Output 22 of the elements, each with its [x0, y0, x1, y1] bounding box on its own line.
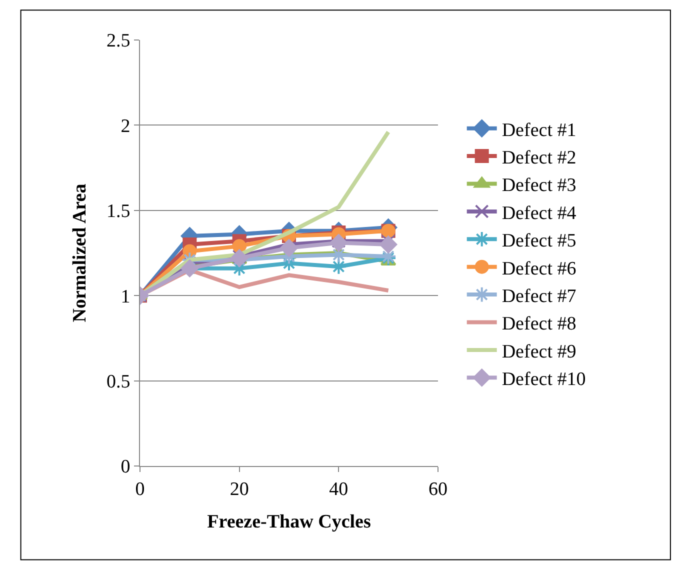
- y-tick-label: 2.5: [106, 30, 130, 52]
- y-tick-label: 1: [120, 286, 130, 308]
- x-tick-label: 0: [135, 478, 145, 500]
- y-tick-label: 1.5: [106, 201, 130, 222]
- x-tick-label: 40: [329, 478, 348, 500]
- x-tick-label: 20: [230, 478, 249, 500]
- legend-label: Defect #4: [502, 202, 577, 224]
- y-tick-label: 2: [120, 116, 130, 137]
- x-tick-label: 60: [428, 478, 448, 500]
- legend-label: Defect #9: [502, 341, 576, 362]
- legend-label: Defect #3: [502, 175, 576, 196]
- x-axis-title: Freeze-Thaw Cycles: [207, 512, 371, 533]
- y-axis-title: Normalized Area: [69, 183, 90, 322]
- legend-label: Defect #7: [502, 286, 576, 307]
- y-tick-label: 0.5: [106, 371, 130, 392]
- legend-label: Defect #10: [502, 369, 586, 390]
- legend-label: Defect #6: [502, 258, 576, 280]
- legend-label: Defect #8: [502, 314, 576, 335]
- legend-label: Defect #1: [502, 120, 576, 141]
- legend-label: Defect #5: [502, 230, 576, 252]
- y-tick-label: 0: [120, 456, 130, 478]
- legend-label: Defect #2: [502, 147, 576, 168]
